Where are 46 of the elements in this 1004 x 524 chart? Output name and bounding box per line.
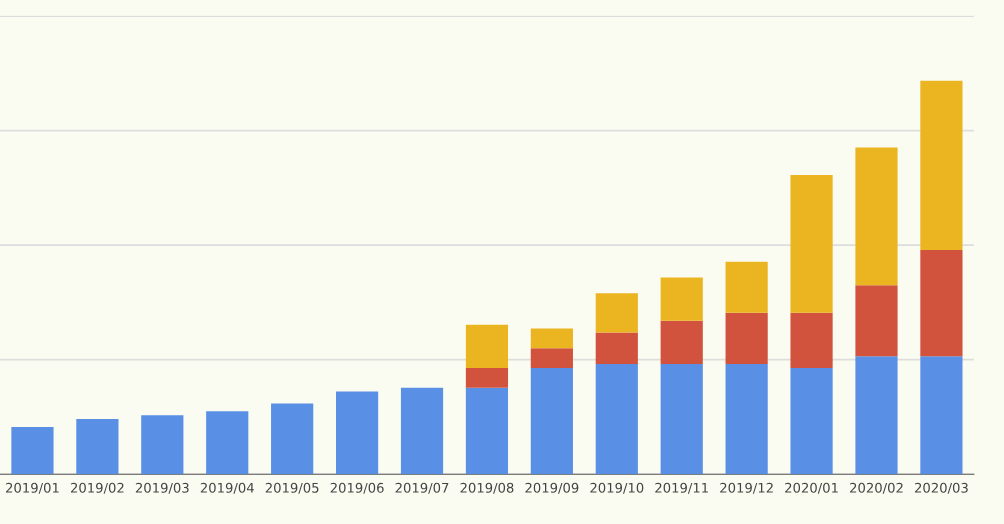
bar — [530, 348, 573, 368]
bar — [790, 175, 833, 313]
bar — [335, 391, 379, 475]
bar — [920, 80, 963, 250]
x-tick-label: 2019/06 — [330, 482, 384, 494]
bar — [76, 419, 119, 475]
bar — [530, 328, 573, 349]
bar — [595, 364, 638, 475]
bar — [725, 312, 768, 365]
bar — [595, 332, 638, 365]
x-tick-label: 2019/11 — [655, 482, 708, 494]
x-tick-label: 2019/12 — [720, 482, 773, 494]
bar — [465, 387, 509, 475]
bar — [855, 285, 898, 357]
bar — [660, 277, 703, 321]
bar — [271, 403, 314, 475]
bar — [725, 261, 768, 313]
bar — [660, 364, 703, 475]
bar — [400, 387, 444, 475]
bar — [855, 356, 898, 475]
bar — [595, 293, 638, 333]
bar — [465, 367, 509, 388]
x-tick-label: 2020/03 — [914, 482, 968, 494]
bar — [920, 249, 963, 357]
bar — [660, 320, 703, 365]
bar — [141, 415, 184, 475]
x-tick-label: 2019/03 — [135, 482, 189, 494]
bar — [920, 356, 963, 475]
x-tick-label: 2019/02 — [70, 482, 124, 494]
x-tick-label: 2019/07 — [395, 482, 449, 494]
bar — [530, 367, 573, 475]
x-tick-label: 2019/05 — [265, 482, 319, 494]
x-tick-label: 2020/02 — [850, 482, 903, 494]
bar — [11, 426, 54, 475]
bar — [855, 147, 898, 286]
bar — [790, 312, 833, 368]
bar — [465, 324, 509, 368]
x-tick-label: 2019/09 — [525, 482, 579, 494]
x-tick-label: 2019/01 — [6, 482, 59, 494]
bar — [725, 364, 768, 475]
x-tick-label: 2020/01 — [785, 482, 838, 494]
bar — [790, 367, 833, 475]
x-tick-label: 2019/10 — [590, 482, 644, 494]
x-tick-label: 2019/08 — [460, 482, 514, 494]
x-tick-label: 2019/04 — [200, 482, 254, 494]
bar — [206, 411, 249, 475]
